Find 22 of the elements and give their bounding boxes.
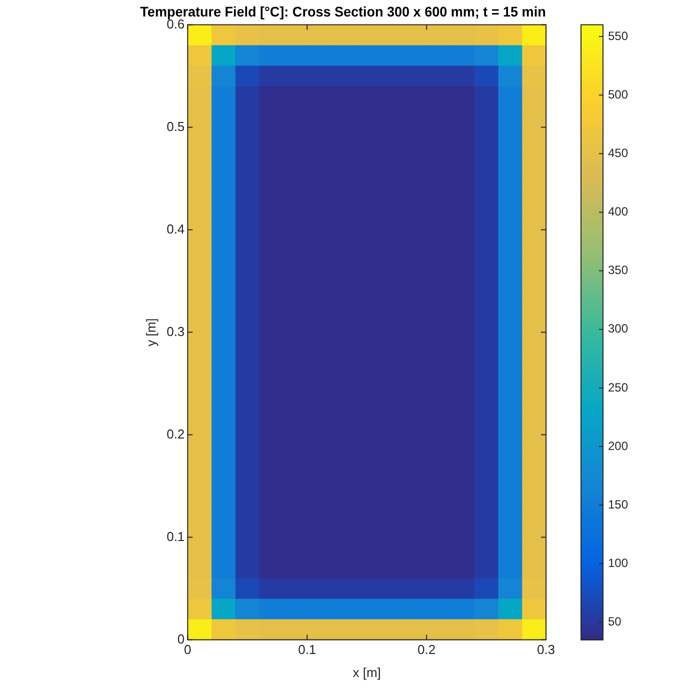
y-tick-label: 0.5 [166,118,185,134]
y-tick-label: 0 [177,631,185,646]
x-tick-label: 0.1 [298,642,316,658]
color-bar-label: 150 [608,497,628,512]
color-bar-label: 200 [608,438,628,453]
y-axis-title: y [m] [143,318,158,346]
y-tick-label: 0.2 [166,426,185,442]
x-axis-title: x [m] [352,664,381,680]
x-tick-label: 0.2 [418,642,436,658]
x-tick-label: 0.3 [536,642,556,658]
color-bar-label: 550 [608,28,628,43]
color-bar-label: 100 [608,556,628,570]
color-bar-label: 300 [608,322,628,336]
y-tick-label: 0.1 [166,528,185,544]
color-bar-label: 50 [608,614,622,629]
color-bar-label: 500 [608,87,628,102]
color-bar-label: 250 [608,380,628,394]
y-tick-label: 0.4 [166,221,185,236]
y-tick-label: 0.3 [166,324,185,339]
color-bar-label: 350 [608,263,628,278]
color-bar-label: 400 [608,204,628,219]
color-bar-label: 450 [608,146,628,160]
